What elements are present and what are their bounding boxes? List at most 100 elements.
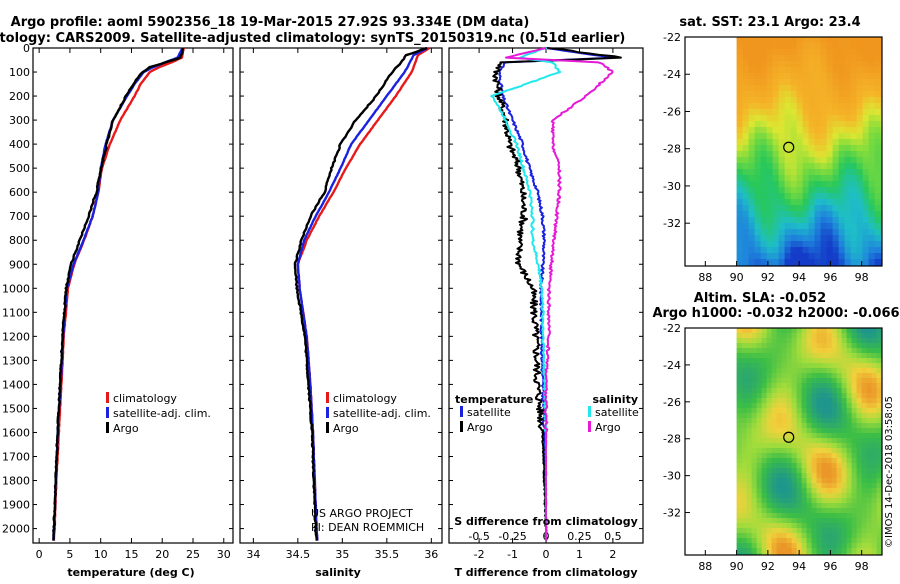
map-cell [796,483,803,489]
map-cell [736,488,743,494]
map-cell [876,478,882,484]
map-cell [844,61,852,68]
credit-pi: PI: DEAN ROEMMICH [311,521,424,534]
depth-tick-label: 1800 [2,475,30,488]
map-cell [811,508,818,514]
map-cell [736,433,743,439]
map-cell [808,91,816,98]
map-cell [766,398,773,404]
legend-mark-argo [106,422,109,433]
map-cell [806,333,813,339]
legend-label-t-satellite: satellite [467,406,511,419]
x-tick-label: 10 [94,548,108,561]
map-cell [771,443,778,449]
map-cell [831,413,838,419]
map-cell [790,241,798,248]
map-cell [742,55,750,62]
map-cell [741,393,748,399]
map-cell [831,443,838,449]
map-cell [856,103,864,110]
map-cell [868,211,876,218]
map-cell [791,458,798,464]
map-cell [776,378,783,384]
map-cell [846,383,853,389]
map-cell [786,543,793,549]
map-cell [814,217,822,224]
map-cell [796,211,804,218]
map-cell [814,91,822,98]
map-cell [801,378,808,384]
map-cell [856,151,864,158]
map-cell [766,538,773,544]
map-cell [811,523,818,529]
map-cell [820,211,828,218]
map-cell [791,328,798,334]
map-cell [826,538,833,544]
map-cell [856,333,863,339]
map-cell [826,548,833,554]
map-cell [841,398,848,404]
map-cell [816,493,823,499]
map-cell [802,61,810,68]
map-cell [796,473,803,479]
map-cell [846,423,853,429]
map-cell [766,368,773,374]
map-cell [796,67,804,74]
temperature-legend: climatology satellite-adj. clim. Argo [106,392,211,435]
legend-label-argo: Argo [113,422,139,435]
map-cell [756,393,763,399]
map-cell [756,423,763,429]
map-cell [820,241,828,248]
map-cell [861,438,868,444]
map-cell [772,259,780,266]
sla-map-title-2: Argo h1000: -0.032 h2000: -0.066 [652,306,899,321]
map-cell [814,43,822,50]
map-cell [771,363,778,369]
map-cell [786,548,793,554]
map-cell [781,518,788,524]
map-cell [856,403,863,409]
map-cell [826,368,833,374]
map-cell [844,247,852,254]
map-cell [790,235,798,242]
map-cell [801,348,808,354]
figure-title-line2: Climatology: CARS2009. Satellite-adjuste… [0,31,625,46]
map-cell [856,543,863,549]
map-cell [850,109,858,116]
map-cell [786,448,793,454]
map-cell [741,513,748,519]
map-cell [778,169,786,176]
map-cell [786,388,793,394]
map-cell [846,333,853,339]
map-cell [846,388,853,394]
map-cell [760,115,768,122]
map-cell [742,199,750,206]
map-cell [841,433,848,439]
map-cell [761,483,768,489]
map-cell [826,498,833,504]
map-cell [746,548,753,554]
map-cell [736,538,743,544]
map-cell [742,133,750,140]
map-cell [771,538,778,544]
map-cell [796,393,803,399]
map-cell [844,211,852,218]
map-cell [771,458,778,464]
map-cell [781,488,788,494]
map-cell [836,433,843,439]
map-cell [736,493,743,499]
map-cell [736,388,743,394]
map-cell [781,393,788,399]
map-cell [871,458,878,464]
map-cell [856,463,863,469]
depth-tick-label: 900 [9,258,30,271]
map-cell [850,223,858,230]
map-cell [826,43,834,50]
map-cell [861,528,868,534]
map-cell [771,368,778,374]
map-y-tick-label: -26 [663,105,681,118]
map-cell [856,187,864,194]
map-cell [754,211,762,218]
map-cell [771,438,778,444]
map-cell [776,518,783,524]
